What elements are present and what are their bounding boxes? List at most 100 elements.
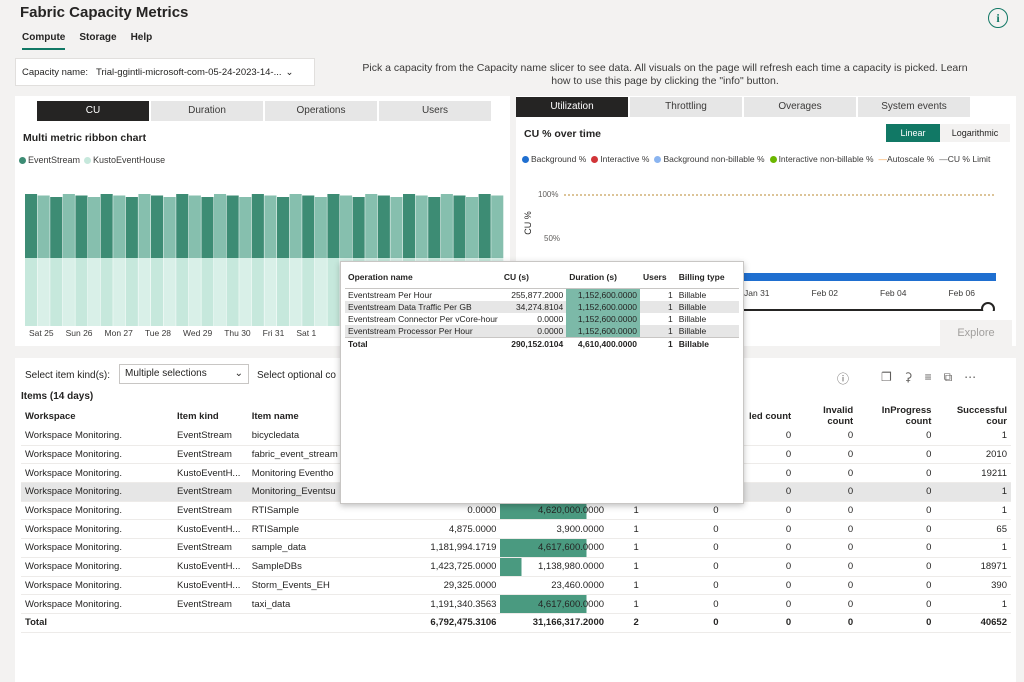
- cu-chart-area[interactable]: [564, 191, 1014, 311]
- ribbon-segment-eventstream[interactable]: [491, 195, 504, 259]
- ribbon-segment-eventstream[interactable]: [226, 195, 239, 259]
- ribbon-segment-eventstream[interactable]: [277, 197, 290, 258]
- ribbon-segment-eventstream[interactable]: [62, 194, 75, 258]
- table-row[interactable]: Workspace Monitoring. EventStream RTISampl…: [21, 501, 1011, 521]
- ribbon-segment-kustoeventhouse[interactable]: [188, 258, 201, 326]
- ribbon-segment-kustoeventhouse[interactable]: [113, 258, 126, 326]
- ribbon-segment-eventstream[interactable]: [403, 194, 416, 258]
- tab-help[interactable]: Help: [130, 32, 153, 43]
- legend-background[interactable]: Background %: [522, 154, 586, 164]
- ribbon-segment-eventstream[interactable]: [25, 194, 38, 258]
- ribbon-segment-eventstream[interactable]: [37, 195, 50, 259]
- ribbon-segment-kustoeventhouse[interactable]: [289, 258, 302, 326]
- ribbon-segment-eventstream[interactable]: [88, 197, 101, 258]
- legend-cu-limit[interactable]: —CU % Limit: [939, 154, 991, 164]
- ribbon-segment-kustoeventhouse[interactable]: [201, 258, 214, 326]
- ribbon-segment-eventstream[interactable]: [478, 194, 491, 258]
- ribbon-segment-eventstream[interactable]: [151, 195, 164, 259]
- tab-compute[interactable]: Compute: [22, 32, 66, 50]
- legend-autoscale[interactable]: —Autoscale %: [878, 154, 935, 164]
- ribbon-segment-eventstream[interactable]: [289, 194, 302, 258]
- ribbon-segment-eventstream[interactable]: [340, 195, 353, 259]
- ribbon-segment-eventstream[interactable]: [365, 194, 378, 258]
- table-row[interactable]: Workspace Monitoring. EventStream sample_d…: [21, 538, 1011, 558]
- ribbon-segment-eventstream[interactable]: [453, 195, 466, 259]
- pin-icon[interactable]: ⚳: [903, 370, 913, 384]
- ribbon-segment-eventstream[interactable]: [352, 197, 365, 258]
- tab-utilization[interactable]: Utilization: [516, 97, 628, 117]
- ribbon-segment-eventstream[interactable]: [75, 195, 88, 259]
- ribbon-segment-eventstream[interactable]: [302, 195, 315, 259]
- ribbon-segment-kustoeventhouse[interactable]: [251, 258, 264, 326]
- ribbon-segment-kustoeventhouse[interactable]: [176, 258, 189, 326]
- capacity-slicer[interactable]: Capacity name: Trial-ggintli-microsoft-c…: [15, 58, 315, 86]
- ribbon-segment-eventstream[interactable]: [377, 195, 390, 259]
- column-header[interactable]: Item name: [251, 410, 299, 422]
- ribbon-segment-kustoeventhouse[interactable]: [264, 258, 277, 326]
- column-header[interactable]: led count: [748, 410, 792, 422]
- linear-button[interactable]: Linear: [886, 124, 940, 142]
- legend-kustoeventhouse[interactable]: KustoEventHouse: [84, 155, 165, 165]
- ribbon-segment-eventstream[interactable]: [264, 195, 277, 259]
- table-row[interactable]: Workspace Monitoring. EventStream taxi_dat…: [21, 594, 1011, 614]
- ribbon-segment-kustoeventhouse[interactable]: [327, 258, 340, 326]
- capacity-value[interactable]: Trial-ggintli-microsoft-com-05-24-2023-1…: [96, 66, 282, 78]
- ribbon-segment-eventstream[interactable]: [428, 197, 441, 258]
- legend-eventstream[interactable]: EventStream: [19, 155, 80, 165]
- ribbon-segment-eventstream[interactable]: [251, 194, 264, 258]
- ribbon-segment-eventstream[interactable]: [239, 197, 252, 258]
- item-kind-dropdown[interactable]: Multiple selections ⌄: [119, 364, 249, 384]
- tab-system-events[interactable]: System events: [858, 97, 970, 117]
- ribbon-segment-eventstream[interactable]: [188, 195, 201, 259]
- legend-interactive-non-billable[interactable]: Interactive non-billable %: [769, 154, 874, 164]
- more-options-icon[interactable]: ⋯: [964, 370, 977, 384]
- ribbon-segment-kustoeventhouse[interactable]: [37, 258, 50, 326]
- ribbon-segment-kustoeventhouse[interactable]: [100, 258, 113, 326]
- column-header[interactable]: Workspace: [25, 410, 76, 422]
- info-icon[interactable]: i: [988, 8, 1008, 28]
- chevron-down-icon[interactable]: ⌄: [285, 66, 294, 78]
- ribbon-segment-eventstream[interactable]: [138, 194, 151, 258]
- ribbon-segment-kustoeventhouse[interactable]: [277, 258, 290, 326]
- ribbon-segment-kustoeventhouse[interactable]: [214, 258, 227, 326]
- focus-mode-icon[interactable]: ⧉: [943, 370, 953, 384]
- tab-throttling[interactable]: Throttling: [630, 97, 742, 117]
- ribbon-segment-eventstream[interactable]: [50, 197, 63, 258]
- ribbon-segment-kustoeventhouse[interactable]: [226, 258, 239, 326]
- column-header[interactable]: Successful cour: [956, 405, 1007, 427]
- explore-button[interactable]: Explore: [940, 320, 1012, 346]
- table-row[interactable]: Workspace Monitoring. KustoEventH... Sampl…: [21, 557, 1011, 577]
- column-header[interactable]: Item kind: [176, 410, 219, 422]
- ribbon-segment-eventstream[interactable]: [314, 197, 327, 258]
- ribbon-segment-kustoeventhouse[interactable]: [88, 258, 101, 326]
- tab-duration[interactable]: Duration: [151, 101, 263, 121]
- ribbon-segment-kustoeventhouse[interactable]: [50, 258, 63, 326]
- copy-icon[interactable]: ❐: [881, 370, 892, 384]
- ribbon-segment-eventstream[interactable]: [100, 194, 113, 258]
- ribbon-segment-eventstream[interactable]: [113, 195, 126, 259]
- legend-interactive[interactable]: Interactive %: [591, 154, 649, 164]
- legend-background-non-billable[interactable]: Background non-billable %: [654, 154, 765, 164]
- ribbon-segment-kustoeventhouse[interactable]: [163, 258, 176, 326]
- ribbon-segment-kustoeventhouse[interactable]: [25, 258, 38, 326]
- ribbon-segment-eventstream[interactable]: [125, 197, 138, 258]
- ribbon-segment-eventstream[interactable]: [163, 197, 176, 258]
- ribbon-segment-kustoeventhouse[interactable]: [302, 258, 315, 326]
- table-row[interactable]: Workspace Monitoring. KustoEventH... Storm…: [21, 576, 1011, 596]
- ribbon-segment-kustoeventhouse[interactable]: [239, 258, 252, 326]
- help-icon[interactable]: ⓘ: [837, 372, 850, 386]
- table-row[interactable]: Workspace Monitoring. KustoEventH... RTISa…: [21, 519, 1011, 540]
- column-header[interactable]: InProgress count: [881, 405, 932, 427]
- column-header[interactable]: Invalid count: [823, 405, 854, 427]
- ribbon-segment-eventstream[interactable]: [390, 197, 403, 258]
- ribbon-segment-eventstream[interactable]: [214, 194, 227, 258]
- ribbon-segment-kustoeventhouse[interactable]: [138, 258, 151, 326]
- ribbon-segment-eventstream[interactable]: [201, 197, 214, 258]
- filter-icon[interactable]: ≡: [924, 370, 932, 384]
- ribbon-segment-eventstream[interactable]: [176, 194, 189, 258]
- tab-users[interactable]: Users: [379, 101, 491, 121]
- ribbon-segment-eventstream[interactable]: [440, 194, 453, 258]
- ribbon-segment-kustoeventhouse[interactable]: [125, 258, 138, 326]
- tab-operations[interactable]: Operations: [265, 101, 377, 121]
- ribbon-segment-kustoeventhouse[interactable]: [151, 258, 164, 326]
